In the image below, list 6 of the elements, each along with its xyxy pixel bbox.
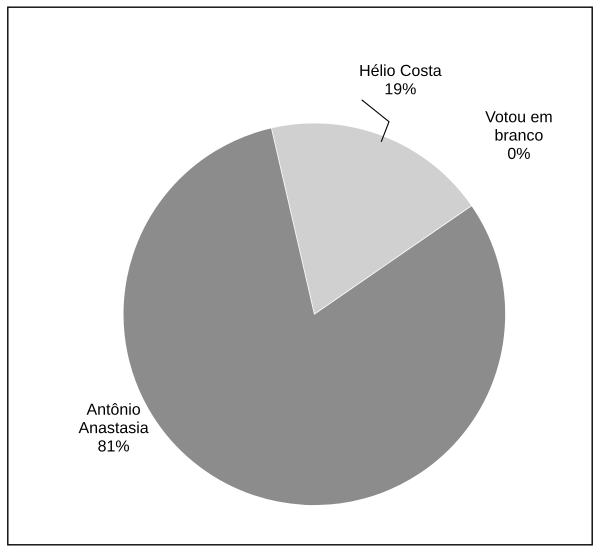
text: 0% <box>508 148 530 160</box>
slice-label: Hélio Costa <box>360 64 442 76</box>
data-label: 81% <box>98 440 130 452</box>
data-label: 19% <box>386 83 416 94</box>
slice-label: Antônio Anastasia <box>78 403 149 434</box>
category-label: Votou em branco <box>485 111 552 141</box>
